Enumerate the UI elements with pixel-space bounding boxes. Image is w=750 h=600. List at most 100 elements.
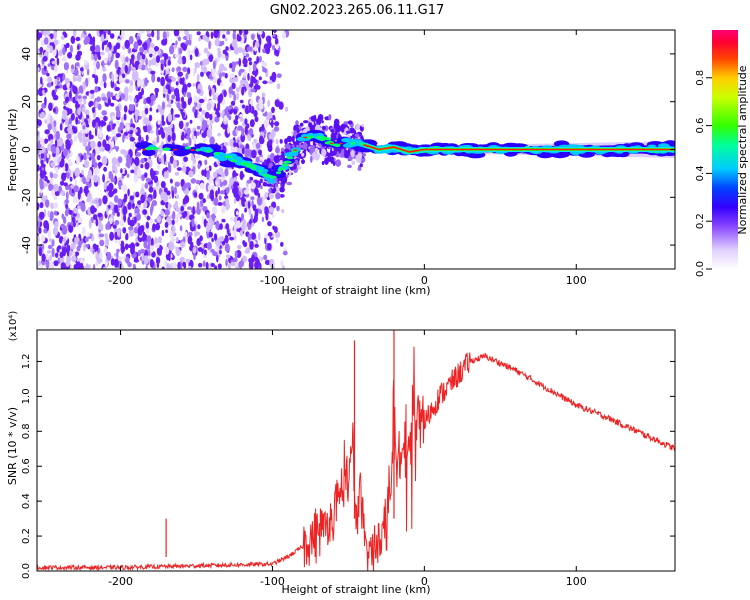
- noise-cell: [63, 148, 68, 157]
- noise-cell: [86, 124, 90, 128]
- noise-cell: [132, 263, 136, 269]
- noise-cell: [129, 129, 134, 135]
- noise-cell: [219, 223, 223, 230]
- noise-cell: [139, 46, 145, 53]
- noise-cell: [165, 84, 171, 90]
- noise-cell: [245, 148, 250, 153]
- noise-cell: [183, 210, 188, 218]
- noise-cell: [37, 202, 40, 211]
- spectrogram-heatmap: [37, 30, 675, 269]
- noise-cell: [101, 110, 107, 116]
- noise-cell: [177, 58, 183, 65]
- noise-cell: [78, 240, 82, 249]
- noise-cell: [114, 195, 119, 203]
- noise-cell: [82, 125, 86, 130]
- noise-cell: [166, 263, 171, 269]
- noise-cell: [177, 261, 181, 269]
- noise-cell: [54, 139, 58, 148]
- noise-cell: [245, 53, 250, 58]
- noise-cell: [160, 210, 165, 217]
- noise-cell: [131, 162, 135, 171]
- noise-cell: [43, 37, 49, 45]
- noise-cell: [253, 110, 258, 118]
- noise-cell: [217, 132, 221, 137]
- noise-cell: [116, 248, 120, 253]
- noise-cell: [124, 64, 129, 74]
- ridge-cell: [359, 142, 364, 146]
- noise-cell: [236, 35, 242, 42]
- noise-cell: [203, 218, 207, 228]
- noise-cell: [242, 58, 248, 65]
- noise-cell: [215, 220, 220, 230]
- noise-cell: [148, 47, 153, 54]
- ridge-cell: [190, 149, 195, 151]
- noise-cell: [96, 30, 101, 37]
- noise-cell: [60, 157, 65, 167]
- noise-cell: [241, 86, 245, 96]
- noise-cell: [158, 250, 162, 256]
- noise-cell: [147, 197, 152, 203]
- noise-cell: [234, 250, 238, 259]
- ridge-cell: [230, 159, 238, 163]
- noise-cell: [116, 109, 121, 118]
- noise-cell: [117, 256, 123, 261]
- noise-cell: [273, 126, 280, 132]
- noise-cell: [233, 141, 237, 147]
- noise-cell: [153, 189, 157, 199]
- noise-cell: [142, 209, 148, 215]
- noise-cell: [148, 249, 151, 257]
- noise-cell: [203, 254, 208, 259]
- noise-cell: [222, 179, 228, 186]
- noise-cell: [236, 92, 239, 101]
- noise-cell: [255, 142, 261, 149]
- noise-cell: [135, 60, 140, 65]
- noise-cell: [239, 170, 244, 181]
- noise-cell: [144, 77, 148, 87]
- noise-cell: [46, 249, 52, 254]
- noise-cell: [84, 185, 89, 191]
- noise-cell: [244, 118, 248, 125]
- noise-cell: [267, 145, 273, 152]
- noise-cell: [98, 220, 102, 230]
- noise-cell: [60, 76, 63, 84]
- noise-cell: [70, 221, 74, 226]
- spectrogram-y-ticks: -40 -20 0 20 40: [20, 47, 675, 254]
- noise-cell: [198, 37, 201, 42]
- noise-cell: [196, 31, 201, 36]
- noise-cell: [268, 206, 275, 213]
- noise-cell: [216, 112, 221, 118]
- noise-cell: [293, 163, 297, 170]
- noise-cell: [274, 61, 280, 66]
- noise-cell: [47, 63, 51, 67]
- noise-cell: [47, 230, 51, 239]
- noise-cell: [60, 262, 66, 269]
- noise-cell: [110, 102, 115, 107]
- noise-cell: [212, 171, 217, 178]
- noise-cell: [133, 173, 139, 183]
- noise-cell: [264, 206, 269, 212]
- noise-cell: [286, 135, 293, 143]
- noise-cell: [269, 76, 273, 81]
- noise-cell: [197, 113, 201, 120]
- noise-cell: [186, 121, 189, 127]
- noise-cell: [154, 87, 159, 94]
- noise-cell: [52, 94, 59, 101]
- noise-cell: [227, 263, 231, 269]
- noise-cell: [247, 201, 251, 209]
- ridge-cell: [275, 171, 282, 175]
- noise-cell: [43, 65, 47, 72]
- noise-cell: [264, 191, 269, 198]
- x-tick-label: -200: [108, 274, 133, 287]
- noise-cell: [202, 260, 206, 267]
- noise-cell: [301, 159, 305, 165]
- noise-cell: [232, 230, 237, 236]
- noise-cell: [354, 133, 360, 137]
- noise-cell: [128, 226, 134, 231]
- noise-cell: [52, 30, 58, 40]
- noise-cell: [276, 43, 280, 49]
- noise-cell: [190, 178, 196, 184]
- noise-cell: [116, 211, 120, 217]
- noise-cell: [195, 184, 199, 192]
- noise-cell: [243, 80, 249, 85]
- ridge-cell: [245, 164, 253, 168]
